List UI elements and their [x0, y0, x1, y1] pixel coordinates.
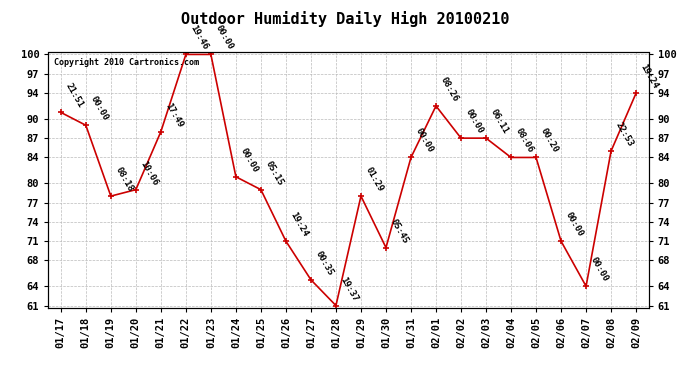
Text: 08:18: 08:18: [114, 165, 135, 194]
Text: 08:26: 08:26: [439, 75, 460, 103]
Text: 00:00: 00:00: [414, 127, 435, 154]
Text: 01:29: 01:29: [364, 165, 385, 194]
Text: 22:53: 22:53: [614, 120, 635, 148]
Text: 19:24: 19:24: [288, 211, 310, 238]
Text: 19:24: 19:24: [639, 63, 660, 90]
Text: 21:51: 21:51: [63, 82, 85, 110]
Text: 19:37: 19:37: [339, 275, 360, 303]
Text: 00:00: 00:00: [88, 95, 110, 123]
Text: 00:35: 00:35: [314, 249, 335, 277]
Text: 00:00: 00:00: [214, 24, 235, 52]
Text: 05:45: 05:45: [388, 217, 410, 245]
Text: 00:20: 00:20: [539, 127, 560, 154]
Text: 00:00: 00:00: [464, 108, 485, 135]
Text: 05:15: 05:15: [264, 159, 285, 187]
Text: 06:11: 06:11: [489, 108, 510, 135]
Text: 17:49: 17:49: [164, 101, 185, 129]
Text: 08:06: 08:06: [514, 127, 535, 154]
Text: Copyright 2010 Cartronics.com: Copyright 2010 Cartronics.com: [55, 58, 199, 67]
Text: 00:00: 00:00: [239, 146, 260, 174]
Text: Outdoor Humidity Daily High 20100210: Outdoor Humidity Daily High 20100210: [181, 11, 509, 27]
Text: 10:06: 10:06: [139, 159, 160, 187]
Text: 00:00: 00:00: [589, 256, 610, 284]
Text: 00:00: 00:00: [564, 211, 585, 238]
Text: 19:46: 19:46: [188, 24, 210, 52]
